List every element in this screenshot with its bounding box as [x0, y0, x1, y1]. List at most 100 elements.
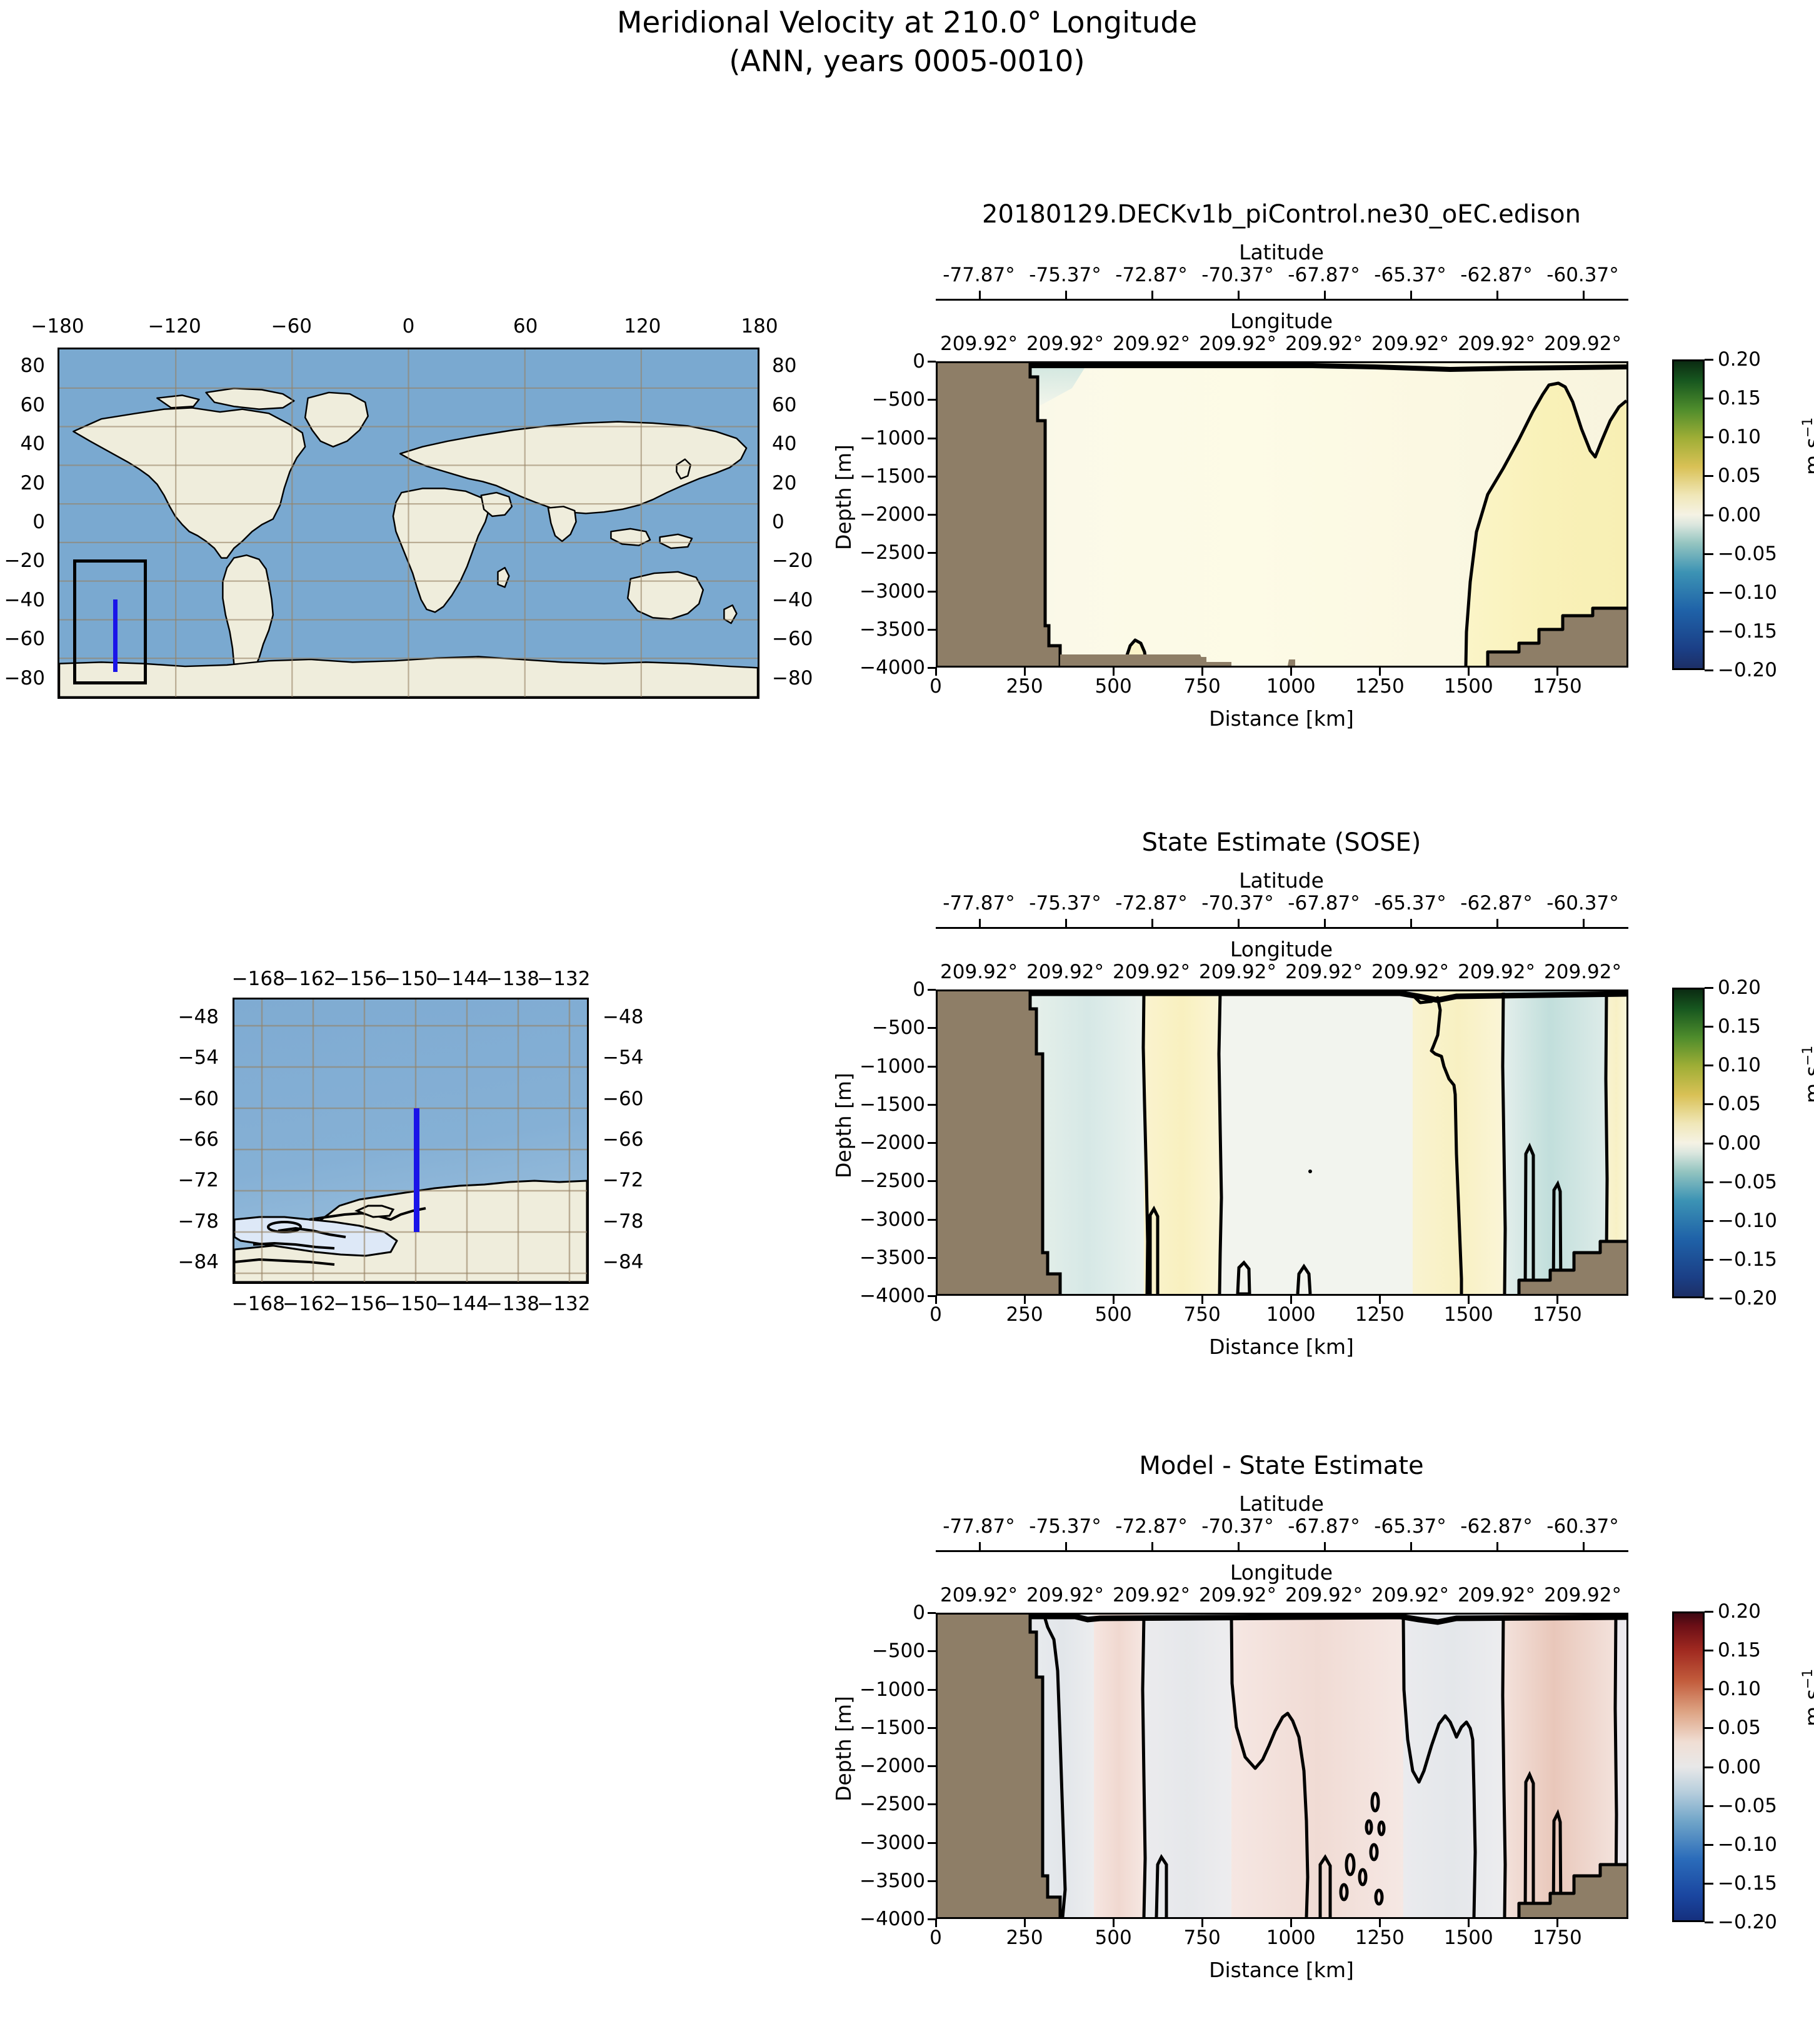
world-map-lon-tick: −180: [31, 315, 84, 338]
depth-tick-mark: [928, 1765, 936, 1767]
depth-tick-label: −2000: [859, 1131, 925, 1154]
distance-tick-label: 750: [1183, 675, 1221, 698]
region-map-lat-tick: −66: [603, 1128, 644, 1151]
depth-tick-label: 0: [913, 1601, 925, 1624]
colorbar-tick-label: 0.05: [1718, 1093, 1761, 1116]
axis-tick-label: 209.92°: [1199, 1584, 1276, 1606]
distance-tick-label: 1000: [1266, 1926, 1316, 1949]
depth-tick-mark: [928, 1142, 936, 1144]
region-map-lat-tick: −48: [603, 1005, 644, 1028]
axis-tick-label: 209.92°: [1199, 961, 1276, 983]
axis-tick-label: 209.92°: [1285, 1584, 1363, 1606]
depth-tick-label: −500: [871, 388, 925, 411]
depth-tick-label: 0: [913, 350, 925, 373]
depth-tick-label: −3500: [859, 1869, 925, 1892]
depth-tick-mark: [928, 1726, 936, 1729]
distance-tick-label: 1500: [1443, 675, 1493, 698]
distance-tick-label: 250: [1006, 1303, 1043, 1326]
axis-tick-mark: [1151, 919, 1153, 927]
depth-tick-mark: [928, 399, 936, 401]
world-map-lat-tick: 20: [772, 471, 797, 494]
axis-tick-label: 209.92°: [1113, 333, 1190, 355]
axis-tick-label: 209.92°: [1371, 961, 1449, 983]
axis-tick-mark: [1583, 1542, 1585, 1550]
world-map-lat-tick: 40: [20, 433, 45, 456]
colorbar-tick-label: 0.05: [1718, 464, 1761, 488]
world-map-lon-tick: 120: [624, 315, 661, 338]
latitude-axis-rule-model: [936, 291, 1628, 301]
depth-tick-label: −1500: [859, 1716, 925, 1739]
depth-tick-label: −2500: [859, 1170, 925, 1193]
distance-axis-label-difference: Distance [km]: [1209, 1958, 1354, 1982]
region-map-lat-tick: −60: [178, 1087, 219, 1110]
axis-tick-mark: [1410, 1542, 1412, 1550]
depth-tick-label: −1000: [859, 1055, 925, 1078]
colorbar-tick-label: 0.20: [1718, 1600, 1761, 1623]
world-map-lat-tick: −20: [772, 549, 813, 573]
axis-tick-label: -60.37°: [1546, 892, 1619, 914]
colorbar-tick-mark: [1705, 669, 1713, 671]
colorbar-tick-mark: [1705, 475, 1713, 478]
depth-tick-mark: [928, 1650, 936, 1653]
colorbar-tick-label: 0.20: [1718, 976, 1761, 999]
region-map-lon-tick: −156: [333, 1293, 387, 1315]
panel-title-sose: State Estimate (SOSE): [1141, 828, 1421, 857]
panel-title-difference: Model - State Estimate: [1139, 1451, 1424, 1480]
depth-tick-label: −4000: [859, 1285, 925, 1307]
depth-tick-mark: [928, 514, 936, 516]
depth-tick-mark: [928, 361, 936, 363]
depth-tick-mark: [928, 667, 936, 669]
colorbar-tick-label: 0.15: [1718, 1639, 1761, 1662]
depth-tick-label: −4000: [859, 1908, 925, 1930]
region-map-lon-tick: −162: [283, 968, 336, 990]
colorbar-tick-mark: [1705, 1843, 1713, 1846]
axis-tick-label: 209.92°: [1544, 333, 1621, 355]
depth-tick-mark: [928, 989, 936, 991]
world-map-lon-tick: 60: [513, 315, 538, 338]
colorbar-tick-label: 0.00: [1718, 1131, 1761, 1155]
depth-axis-label-model: Depth [m]: [831, 444, 856, 550]
latitude-axis-label-sose: Latitude: [1239, 868, 1324, 893]
distance-tick-mark: [1113, 668, 1115, 676]
region-map-lat-tick: −54: [178, 1046, 219, 1070]
depth-tick-mark: [928, 1880, 936, 1882]
depth-tick-mark: [928, 628, 936, 631]
axis-tick-mark: [1410, 919, 1412, 927]
colorbar-tick-label: −0.20: [1718, 659, 1777, 681]
colorbar-tick-label: 0.15: [1718, 387, 1761, 410]
colorbar-tick-label: −0.05: [1718, 542, 1777, 565]
world-map-lat-tick: −80: [4, 666, 45, 689]
axis-tick-mark: [1151, 1542, 1153, 1550]
colorbar-tick-mark: [1705, 436, 1713, 439]
depth-tick-label: −2500: [859, 1793, 925, 1816]
colorbar-tick-mark: [1705, 1688, 1713, 1691]
transect-line-world: [113, 599, 118, 672]
axis-tick-mark: [1065, 919, 1067, 927]
latitude-ticks-model: -77.87° -75.37° -72.87° -70.37° -67.87° -65.3…: [935, 264, 1628, 289]
latitude-ticks-difference: -77.87° -75.37° -72.87° -70.37° -67.87° -65.3…: [935, 1515, 1628, 1540]
region-map-lon-tick: −138: [486, 1293, 539, 1315]
colorbar-tick-mark: [1705, 1258, 1713, 1261]
world-map-lat-tick: −60: [4, 628, 45, 651]
region-map-lon-tick: −150: [384, 1293, 438, 1315]
colorbar-tick-label: 0.05: [1718, 1716, 1761, 1740]
axis-tick-label: -60.37°: [1546, 1515, 1619, 1538]
colorbar-tick-mark: [1705, 1766, 1713, 1768]
colorbar-tick-label: −0.05: [1718, 1170, 1777, 1193]
axis-tick-mark: [1496, 919, 1498, 927]
figure-title: Meridional Velocity at 210.0° Longitude …: [0, 4, 1814, 81]
depth-tick-mark: [928, 552, 936, 554]
colorbar-tick-mark: [1705, 359, 1713, 361]
depth-tick-label: −1500: [859, 464, 925, 488]
depth-tick-mark: [928, 1218, 936, 1221]
distance-tick-mark: [1024, 668, 1026, 676]
colorbar-tick-mark: [1705, 1220, 1713, 1222]
world-map-lat-tick: −40: [772, 588, 813, 611]
colorbar-unit-model: m s−1: [1800, 417, 1814, 475]
depth-tick-mark: [928, 1103, 936, 1106]
axis-tick-mark: [1238, 919, 1240, 927]
axis-tick-label: 209.92°: [1371, 1584, 1449, 1606]
depth-axis-label-difference: Depth [m]: [831, 1696, 856, 1801]
distance-tick-label: 0: [930, 1303, 942, 1326]
colorbar-tick-label: −0.15: [1718, 1871, 1777, 1895]
